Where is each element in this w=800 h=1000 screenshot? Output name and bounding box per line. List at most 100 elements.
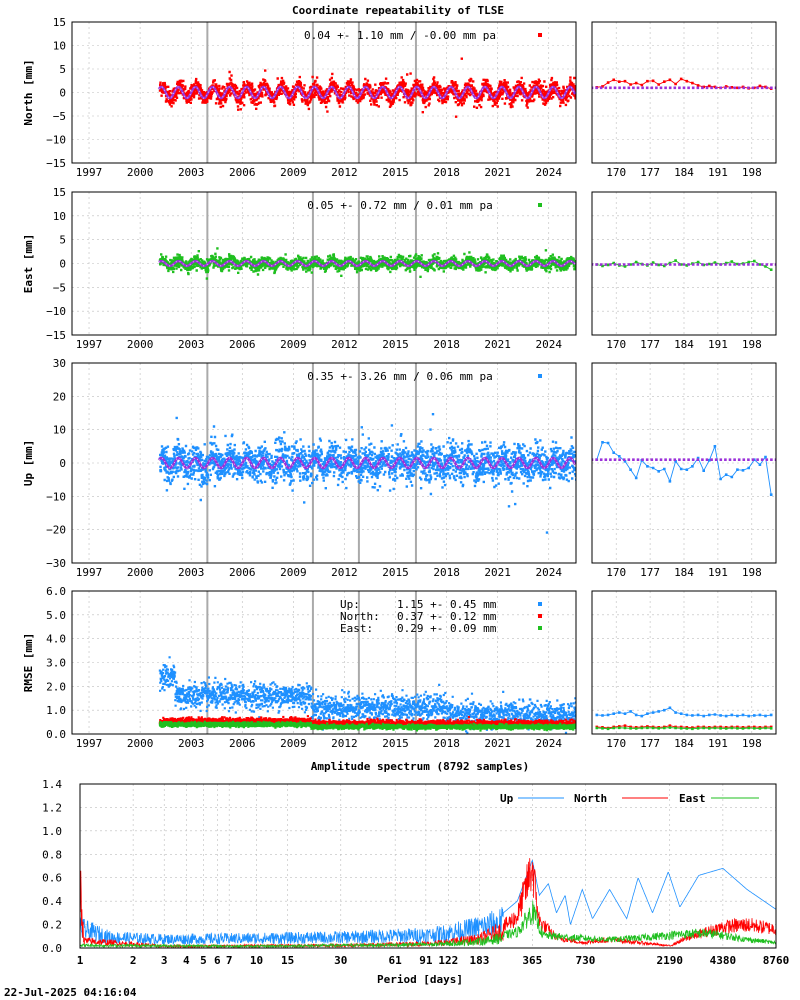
ylabel-rmse: RMSE [mm] bbox=[22, 633, 35, 693]
rmse-legend-label: North: bbox=[340, 610, 380, 623]
zoom-up-points bbox=[595, 706, 773, 718]
series-rmse bbox=[158, 656, 576, 734]
xtick-label: 2012 bbox=[331, 737, 358, 750]
zoom-east-points bbox=[595, 259, 773, 271]
xtick-label: 4380 bbox=[710, 954, 737, 967]
zoom-xtick-label: 184 bbox=[674, 566, 694, 579]
ytick-label: −5 bbox=[53, 281, 66, 294]
xtick-label: 2018 bbox=[433, 566, 460, 579]
ytick-label: 5 bbox=[59, 234, 66, 247]
frame-north bbox=[71, 21, 577, 164]
xtick-label: 2000 bbox=[127, 166, 154, 179]
ytick-label: 0.8 bbox=[42, 848, 62, 861]
ytick-label: −20 bbox=[46, 524, 66, 537]
xtick-label: 1997 bbox=[76, 566, 103, 579]
frame-spectrum bbox=[79, 783, 777, 949]
xtick-label: 91 bbox=[419, 954, 433, 967]
ytick-label: 0 bbox=[59, 87, 66, 100]
rmse-points-up bbox=[158, 656, 576, 734]
ytick-label: 1.4 bbox=[42, 778, 62, 791]
ytick-label: 2.0 bbox=[46, 680, 66, 693]
outlier-points bbox=[175, 413, 575, 534]
xtick-label: 2024 bbox=[536, 338, 563, 351]
frame-rmse bbox=[71, 590, 577, 735]
frame-east bbox=[71, 191, 577, 336]
ytick-label: 1.2 bbox=[42, 801, 62, 814]
ytick-label: −10 bbox=[46, 305, 66, 318]
xtick-label: 2009 bbox=[280, 166, 307, 179]
xtick-label: 2009 bbox=[280, 338, 307, 351]
xtick-label: 15 bbox=[281, 954, 294, 967]
zoom-xtick-label: 177 bbox=[640, 338, 660, 351]
zoom-xtick-label: 191 bbox=[708, 566, 728, 579]
rmse-legend-marker bbox=[538, 614, 542, 618]
zoom-xtick-label: 184 bbox=[674, 338, 694, 351]
ytick-label: 0.6 bbox=[42, 872, 62, 885]
zoom-xtick-label: 184 bbox=[674, 166, 694, 179]
model-curve-dots bbox=[158, 86, 576, 99]
spectrum-legend-label: Up bbox=[500, 792, 514, 805]
xtick-label: 2015 bbox=[382, 338, 409, 351]
ytick-label: 6.0 bbox=[46, 585, 66, 598]
xtick-label: 2018 bbox=[433, 737, 460, 750]
rmse-legend-label: East: bbox=[340, 622, 373, 635]
ytick-label: 10 bbox=[53, 210, 66, 223]
xtick-label: 2000 bbox=[127, 737, 154, 750]
zoom-north-points bbox=[595, 724, 773, 730]
zoom-series-up bbox=[592, 441, 776, 496]
figure-title: Coordinate repeatability of TLSE bbox=[292, 4, 504, 17]
model-curve-dots bbox=[158, 260, 576, 267]
rmse-legend-marker bbox=[538, 602, 542, 606]
ytick-label: −10 bbox=[46, 134, 66, 147]
ytick-label: 1.0 bbox=[42, 825, 62, 838]
zoom-north-points bbox=[595, 77, 773, 90]
zoom-frame-north bbox=[591, 21, 777, 164]
xtick-label: 4 bbox=[183, 954, 190, 967]
ytick-label: 20 bbox=[53, 390, 66, 403]
spectrum-legend-label: East bbox=[679, 792, 706, 805]
xtick-label: 2018 bbox=[433, 338, 460, 351]
legend-marker bbox=[538, 203, 542, 207]
xtick-label: 2 bbox=[130, 954, 137, 967]
xtick-label: 2003 bbox=[178, 166, 205, 179]
xtick-label: 6 bbox=[214, 954, 221, 967]
series-up bbox=[157, 413, 576, 534]
ytick-label: 4.0 bbox=[46, 633, 66, 646]
zoom-series-east bbox=[592, 259, 776, 271]
zoom-frame-rmse bbox=[591, 590, 777, 735]
xtick-label: 2003 bbox=[178, 737, 205, 750]
rmse-legend-value: 0.29 +- 0.09 mm bbox=[397, 622, 497, 635]
timestamp: 22-Jul-2025 04:16:04 bbox=[4, 986, 137, 999]
rmse-legend-value: 1.15 +- 0.45 mm bbox=[397, 598, 497, 611]
xtick-label: 2015 bbox=[382, 166, 409, 179]
xtick-label: 730 bbox=[576, 954, 596, 967]
xtick-label: 2000 bbox=[127, 566, 154, 579]
annotation: 0.04 +- 1.10 mm / -0.00 mm pa bbox=[304, 29, 496, 42]
zoom-series-north bbox=[592, 77, 776, 90]
ytick-label: −30 bbox=[46, 557, 66, 570]
zoom-xtick-label: 198 bbox=[742, 338, 762, 351]
rmse-legend-marker bbox=[538, 626, 542, 630]
xtick-label: 365 bbox=[522, 954, 542, 967]
data-points bbox=[158, 72, 576, 113]
frame-up bbox=[71, 362, 577, 564]
ytick-label: 10 bbox=[53, 424, 66, 437]
series-east bbox=[158, 247, 576, 280]
spectrum-line-east bbox=[80, 900, 776, 948]
xtick-label: 3 bbox=[161, 954, 168, 967]
annotation: 0.35 +- 3.26 mm / 0.06 mm pa bbox=[307, 370, 492, 383]
spectrum-series bbox=[80, 858, 776, 948]
zoom-xtick-label: 170 bbox=[606, 338, 626, 351]
xtick-label: 2012 bbox=[331, 338, 358, 351]
rmse-legend-value: 0.37 +- 0.12 mm bbox=[397, 610, 497, 623]
zoom-xtick-label: 184 bbox=[674, 737, 694, 750]
series-north bbox=[157, 57, 576, 118]
xtick-label: 2012 bbox=[331, 566, 358, 579]
ytick-label: 0 bbox=[59, 258, 66, 271]
zoom-model-points bbox=[592, 86, 776, 90]
xtick-label: 2021 bbox=[484, 566, 511, 579]
zoom-xtick-label: 191 bbox=[708, 166, 728, 179]
xtick-label: 2024 bbox=[536, 166, 563, 179]
zoom-xtick-label: 170 bbox=[606, 166, 626, 179]
